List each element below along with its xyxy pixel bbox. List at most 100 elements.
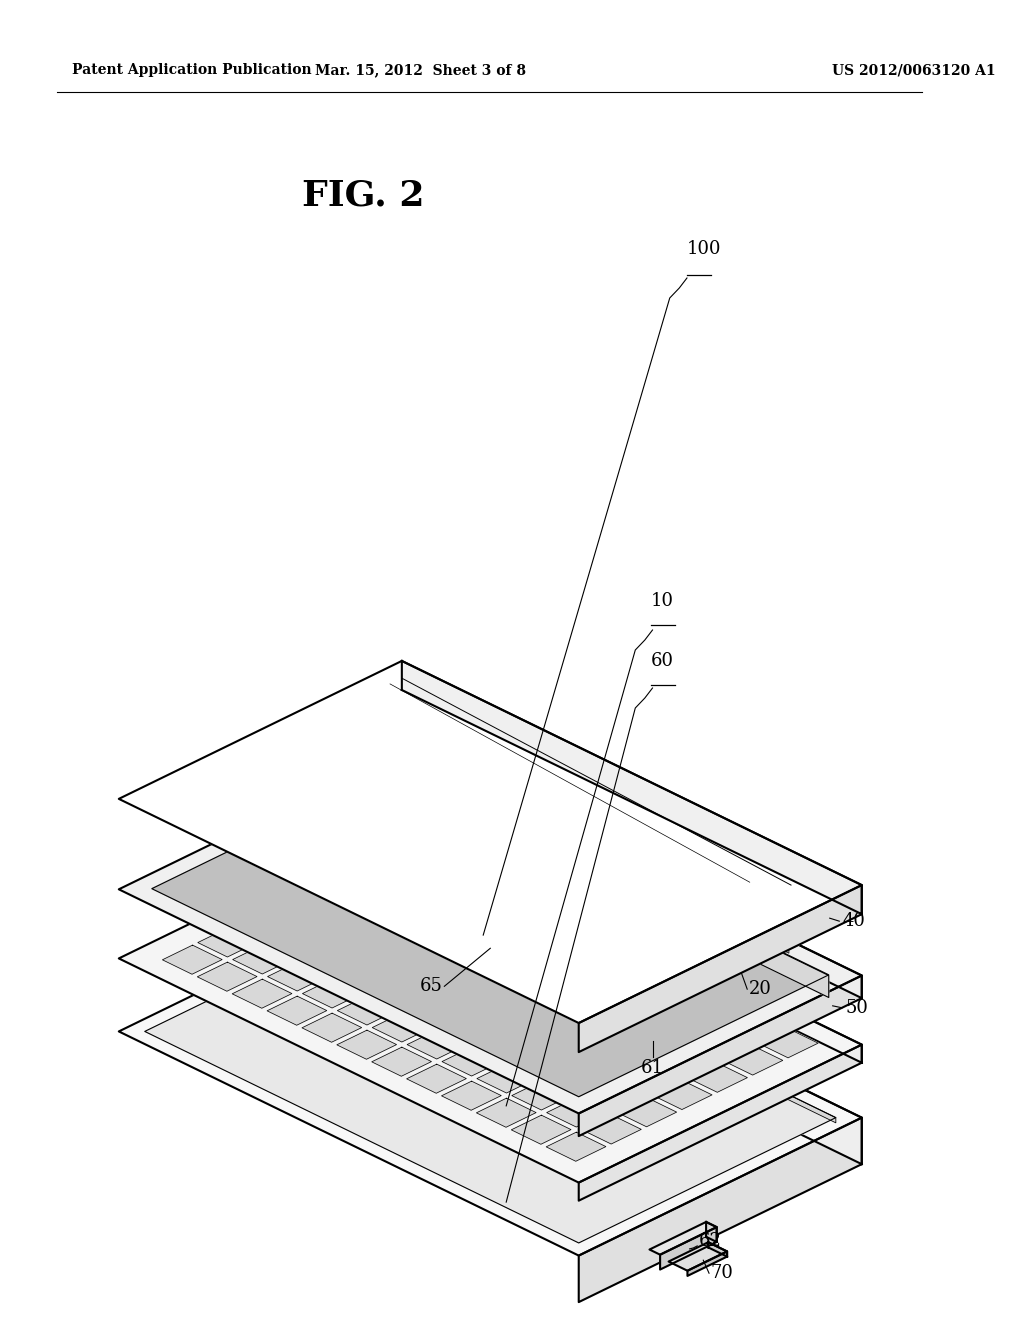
Polygon shape [374, 911, 433, 940]
Polygon shape [401, 894, 862, 1164]
Polygon shape [303, 911, 364, 940]
Polygon shape [119, 751, 862, 1114]
Polygon shape [409, 961, 468, 990]
Polygon shape [401, 677, 862, 907]
Polygon shape [375, 842, 434, 871]
Polygon shape [708, 907, 729, 924]
Polygon shape [652, 1048, 674, 1073]
Polygon shape [338, 928, 398, 957]
Text: 62: 62 [699, 1232, 722, 1250]
Polygon shape [474, 956, 563, 999]
Polygon shape [303, 945, 362, 974]
Polygon shape [470, 792, 493, 809]
Polygon shape [408, 995, 467, 1024]
Polygon shape [660, 1228, 717, 1270]
Polygon shape [514, 944, 573, 973]
Polygon shape [407, 1064, 466, 1093]
Polygon shape [688, 1030, 748, 1059]
Polygon shape [232, 979, 292, 1008]
Polygon shape [409, 927, 468, 956]
Polygon shape [615, 1020, 674, 1063]
Polygon shape [401, 751, 862, 998]
Polygon shape [723, 1045, 782, 1074]
Polygon shape [479, 927, 539, 956]
Polygon shape [548, 1030, 607, 1059]
Polygon shape [232, 945, 293, 974]
Polygon shape [401, 663, 862, 892]
Polygon shape [198, 928, 257, 957]
Text: 65: 65 [420, 977, 442, 995]
Polygon shape [759, 1028, 818, 1057]
Polygon shape [444, 909, 504, 939]
Polygon shape [617, 1030, 678, 1059]
Text: 70: 70 [711, 1265, 734, 1282]
Polygon shape [302, 979, 362, 1008]
Polygon shape [401, 684, 862, 915]
Polygon shape [337, 1030, 396, 1059]
Polygon shape [152, 767, 828, 1097]
Polygon shape [476, 1098, 537, 1127]
Polygon shape [478, 961, 538, 990]
Text: 60: 60 [650, 652, 674, 671]
Polygon shape [372, 1047, 431, 1076]
Text: Mar. 15, 2012  Sheet 3 of 8: Mar. 15, 2012 Sheet 3 of 8 [315, 63, 526, 77]
Polygon shape [707, 965, 794, 1008]
Polygon shape [697, 907, 729, 923]
Polygon shape [144, 906, 836, 1243]
Polygon shape [119, 894, 862, 1255]
Polygon shape [583, 1047, 642, 1076]
Polygon shape [401, 669, 862, 900]
Text: 50: 50 [845, 999, 868, 1016]
Polygon shape [163, 945, 222, 974]
Polygon shape [549, 927, 609, 956]
Polygon shape [410, 859, 469, 888]
Polygon shape [408, 1030, 467, 1059]
Text: 40: 40 [842, 912, 865, 931]
Polygon shape [767, 936, 788, 953]
Polygon shape [373, 944, 433, 974]
Polygon shape [584, 978, 643, 1007]
Polygon shape [546, 1133, 606, 1162]
Text: Patent Application Publication: Patent Application Publication [72, 63, 311, 77]
Polygon shape [337, 995, 397, 1026]
Polygon shape [579, 886, 862, 1031]
Text: 61: 61 [641, 1059, 664, 1077]
Polygon shape [618, 961, 679, 990]
Polygon shape [529, 820, 552, 838]
Polygon shape [709, 1242, 727, 1257]
Polygon shape [638, 878, 671, 894]
Polygon shape [583, 1012, 643, 1041]
Polygon shape [339, 859, 399, 888]
Polygon shape [579, 894, 862, 1038]
Polygon shape [648, 878, 671, 895]
Polygon shape [374, 876, 434, 906]
Polygon shape [582, 1115, 641, 1144]
Polygon shape [400, 763, 433, 779]
Text: US 2012/0063120 A1: US 2012/0063120 A1 [833, 63, 996, 77]
Polygon shape [442, 1047, 502, 1076]
Polygon shape [724, 1011, 783, 1040]
Polygon shape [584, 944, 644, 973]
Polygon shape [460, 792, 493, 807]
Polygon shape [441, 1081, 501, 1110]
Polygon shape [478, 995, 538, 1024]
Polygon shape [267, 962, 328, 991]
Polygon shape [579, 886, 862, 1052]
Polygon shape [653, 1047, 713, 1076]
Text: FIG. 2: FIG. 2 [302, 178, 425, 213]
Polygon shape [652, 1081, 712, 1110]
Polygon shape [579, 1118, 862, 1302]
Polygon shape [410, 892, 469, 921]
Polygon shape [119, 821, 862, 1183]
Polygon shape [579, 975, 862, 1137]
Polygon shape [267, 997, 327, 1026]
Polygon shape [397, 919, 480, 958]
Polygon shape [304, 876, 364, 906]
Polygon shape [268, 928, 328, 957]
Polygon shape [548, 995, 608, 1024]
Polygon shape [443, 944, 503, 973]
Polygon shape [512, 1047, 572, 1076]
Polygon shape [338, 962, 397, 991]
Text: 20: 20 [750, 981, 772, 998]
Polygon shape [579, 1044, 862, 1201]
